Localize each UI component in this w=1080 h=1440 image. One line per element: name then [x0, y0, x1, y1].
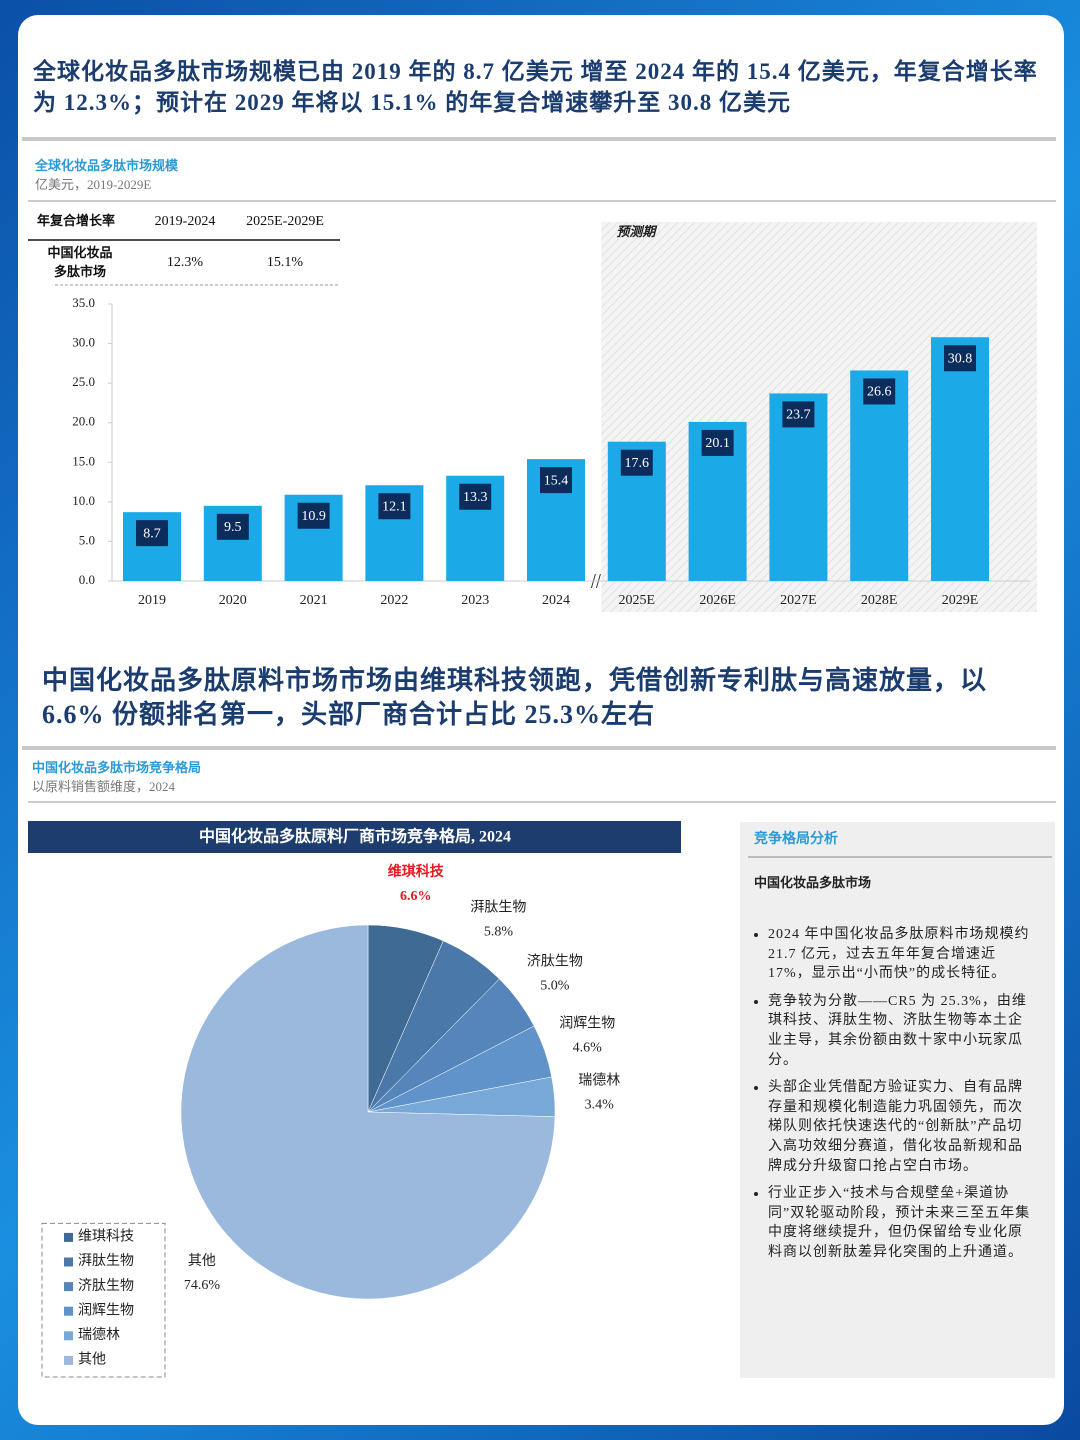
value-label: 30.8	[948, 351, 973, 366]
value-label: 17.6	[625, 456, 650, 471]
headline: 中国化妆品多肽原料市场市场由维琪科技领跑，凭借创新专利肽与高速放量，以 6.6%…	[42, 666, 988, 729]
panel-subtitle: 中国化妆品多肽市场	[754, 875, 871, 890]
y-tick-label: 20.0	[72, 414, 95, 429]
x-tick-label: 2028E	[861, 593, 898, 608]
x-tick-label: 2023	[461, 593, 489, 608]
y-tick-label: 35.0	[72, 295, 95, 310]
bullet-list: 2024 年中国化妆品多肽原料市场规模约 21.7 亿元，过去五年年复合增速近 …	[752, 925, 1032, 1263]
value-label: 10.9	[301, 509, 326, 524]
x-tick-label: 2024	[542, 593, 570, 608]
legend-swatch	[64, 1232, 73, 1242]
table-row-label: 中国化妆品	[47, 245, 112, 260]
value-label-box	[216, 513, 249, 540]
y-tick-label: 15.0	[72, 453, 95, 468]
value-label: 8.7	[143, 526, 161, 541]
bullet: 头部企业凭借配方验证实力、自有品牌存量和规模化制造能力巩固领先，而次梯队则依托快…	[768, 1078, 1032, 1176]
separator	[22, 746, 1056, 750]
legend-box	[41, 1222, 166, 1378]
legend-swatch	[64, 1282, 73, 1292]
table-header: 年复合增长率	[37, 213, 115, 228]
bullet: 2024 年中国化妆品多肽原料市场规模约 21.7 亿元，过去五年年复合增速近 …	[768, 925, 1032, 984]
legend-swatch	[64, 1355, 73, 1365]
banner	[28, 821, 681, 853]
value-label: 26.6	[867, 385, 892, 400]
slice-value: 5.8%	[484, 924, 514, 939]
y-tick-label: 30.0	[72, 335, 95, 350]
bullet: 行业正步入“技术与合规壁垒+渠道协同”双轮驱动阶段，预计未来三至五年集中度将继续…	[768, 1184, 1032, 1262]
table-header: 2025E-2029E	[246, 214, 324, 229]
chart-subtitle: 亿美元，2019-2029E	[35, 177, 151, 192]
table-cell: 12.3%	[167, 255, 204, 270]
x-tick-label: 2022	[380, 593, 408, 608]
x-tick-label: 2020	[219, 593, 247, 608]
value-label: 23.7	[786, 408, 811, 423]
y-tick-label: 5.0	[79, 532, 95, 547]
table-header: 2019-2024	[155, 214, 216, 229]
value-label-box	[459, 483, 492, 510]
chart-banner: 中国化妆品多肽原料厂商市场竞争格局, 2024	[199, 827, 511, 846]
value-label-box	[944, 345, 976, 372]
separator	[22, 137, 1056, 141]
value-label-box	[136, 520, 168, 547]
value-label-box	[378, 493, 411, 520]
value-label-box	[701, 429, 734, 456]
value-label: 15.4	[544, 473, 569, 488]
y-tick-label: 10.0	[72, 493, 95, 508]
panel-text: 2024 年中国化妆品多肽原料市场规模约 21.7 亿元，过去五年年复合增速近 …	[752, 925, 1032, 1271]
table-cell: 15.1%	[267, 255, 304, 270]
value-label-box	[620, 449, 653, 476]
x-tick-label: 2019	[138, 593, 166, 608]
legend-swatch	[64, 1257, 73, 1267]
x-tick-label: 2026E	[699, 593, 736, 608]
legend-label: 湃肽生物	[78, 1253, 134, 1269]
slice-value: 5.0%	[540, 979, 570, 994]
chart-subtitle: 以原料销售额维度，2024	[32, 779, 176, 794]
legend-label: 瑞德林	[78, 1327, 120, 1343]
annotation: 预测期	[616, 224, 657, 239]
value-label-box	[297, 502, 330, 529]
value-label-box	[863, 378, 896, 405]
bar	[850, 370, 909, 581]
x-tick-label: 2029E	[942, 593, 979, 608]
legend-swatch	[64, 1306, 73, 1316]
chart-title: 中国化妆品多肽市场竞争格局	[32, 760, 201, 775]
x-tick-label: 2025E	[619, 593, 656, 608]
bar	[931, 337, 989, 581]
slice-label: 湃肽生物	[470, 899, 526, 915]
slice-label: 瑞德林	[578, 1072, 620, 1088]
value-label: 20.1	[705, 436, 730, 451]
slice-label: 其他	[188, 1253, 216, 1269]
slice-label: 润辉生物	[559, 1015, 615, 1031]
y-tick-label: 0.0	[79, 572, 95, 587]
x-tick-label: 2021	[300, 593, 328, 608]
bullet: 竞争较为分散——CR5 为 25.3%，由维琪科技、湃肽生物、济肽生物等本土企业…	[768, 992, 1032, 1070]
value-label: 12.1	[382, 499, 407, 514]
x-tick-label: 2027E	[780, 593, 817, 608]
y-tick-label: 25.0	[72, 374, 95, 389]
headline: 全球化妆品多肽市场规模已由 2019 年的 8.7 亿美元 增至 2024 年的…	[33, 59, 1038, 115]
slice-value: 6.6%	[400, 889, 432, 904]
table-row-label: 多肽市场	[54, 264, 106, 279]
chart-title: 全球化妆品多肽市场规模	[34, 158, 179, 173]
pie-slice	[180, 924, 556, 1300]
slice-label: 济肽生物	[527, 954, 583, 970]
legend-label: 济肽生物	[78, 1278, 134, 1294]
value-label: 9.5	[224, 520, 242, 535]
slice-value: 74.6%	[184, 1278, 221, 1293]
legend-label: 维琪科技	[78, 1229, 134, 1245]
slice-value: 3.4%	[585, 1097, 615, 1112]
slice-value: 4.6%	[573, 1040, 603, 1055]
legend-label: 润辉生物	[78, 1302, 134, 1318]
value-label-box	[540, 467, 572, 494]
panel-title: 竞争格局分析	[754, 830, 838, 847]
legend-label: 其他	[78, 1352, 106, 1368]
value-label: 13.3	[463, 490, 488, 505]
legend-swatch	[64, 1331, 73, 1341]
slice-label: 维琪科技	[388, 863, 445, 880]
panel-bg	[740, 822, 1055, 1378]
value-label-box	[782, 401, 815, 428]
